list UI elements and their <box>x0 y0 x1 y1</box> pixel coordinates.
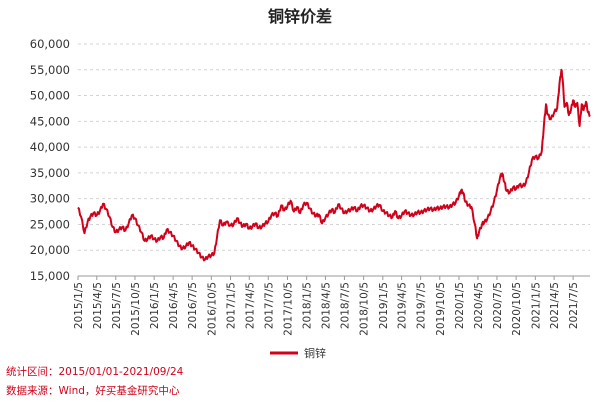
x-axis-ticks: 2015/1/5 2015/4/5 2015/7/5 2015/10/5 2016/1/… <box>73 276 580 336</box>
y-tick-label: 15,000 <box>30 269 70 283</box>
x-tick-label: 2018/1/5 <box>302 282 314 329</box>
x-tick-label: 2020/7/5 <box>492 282 504 329</box>
x-tick-label: 2016/4/5 <box>168 282 180 329</box>
x-tick-label: 2017/1/5 <box>226 282 238 329</box>
x-tick-label: 2021/4/5 <box>549 282 561 329</box>
y-tick-label: 50,000 <box>30 89 70 103</box>
x-tick-label: 2021/1/5 <box>530 282 542 329</box>
x-tick-label: 2015/4/5 <box>92 282 104 329</box>
y-tick-label: 25,000 <box>30 217 70 231</box>
x-tick-label: 2017/4/5 <box>244 282 256 329</box>
date-range-note: 统计区间：2015/01/01-2021/09/24 <box>6 366 184 378</box>
x-tick-label: 2019/4/5 <box>397 282 409 329</box>
series-line-copper-zinc <box>77 68 591 262</box>
x-tick-label: 2016/1/5 <box>149 282 161 329</box>
x-tick-label: 2017/10/5 <box>282 282 294 336</box>
x-tick-label: 2020/1/5 <box>454 282 466 329</box>
x-tick-label: 2019/10/5 <box>435 282 447 336</box>
legend: 铜锌 <box>270 346 326 360</box>
x-tick-label: 2016/10/5 <box>206 282 218 336</box>
x-tick-label: 2015/1/5 <box>73 282 85 329</box>
grid-lines <box>78 43 590 251</box>
y-tick-label: 30,000 <box>30 192 70 206</box>
x-tick-label: 2018/10/5 <box>359 282 371 336</box>
y-tick-label: 45,000 <box>30 114 70 128</box>
legend-label: 铜锌 <box>304 346 326 360</box>
y-tick-label: 20,000 <box>30 243 70 257</box>
y-tick-label: 60,000 <box>30 37 70 51</box>
y-tick-label: 35,000 <box>30 166 70 180</box>
chart-title: 铜锌价差 <box>268 7 332 26</box>
x-tick-label: 2019/7/5 <box>416 282 428 329</box>
x-tick-label: 2020/10/5 <box>511 282 523 336</box>
x-tick-label: 2021/7/5 <box>568 282 580 329</box>
x-tick-label: 2018/4/5 <box>320 282 332 329</box>
x-tick-label: 2015/10/5 <box>130 282 142 336</box>
source-note: 数据来源：Wind，好买基金研究中心 <box>6 385 180 397</box>
y-tick-label: 40,000 <box>30 140 70 154</box>
x-tick-label: 2016/7/5 <box>187 282 199 329</box>
x-tick-label: 2015/7/5 <box>111 282 123 329</box>
x-tick-label: 2020/4/5 <box>473 282 485 329</box>
x-tick-label: 2019/1/5 <box>378 282 390 329</box>
x-tick-label: 2018/7/5 <box>339 282 351 329</box>
y-tick-label: 55,000 <box>30 63 70 77</box>
x-tick-label: 2017/7/5 <box>263 282 275 329</box>
y-axis-ticks: 15,000 20,000 25,000 30,000 35,000 40,000 45,0… <box>30 37 70 283</box>
